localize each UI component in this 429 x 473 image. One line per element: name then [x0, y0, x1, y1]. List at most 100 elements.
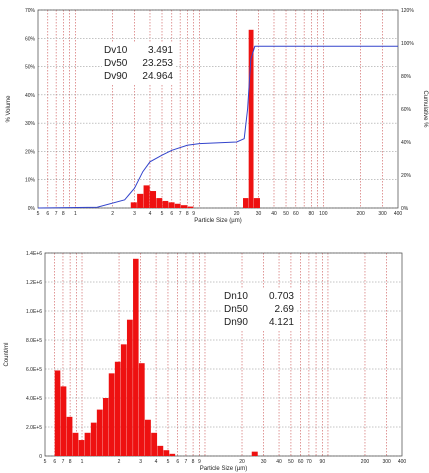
x-tick-label: 90	[320, 459, 326, 465]
x-tick-label: 20	[239, 459, 245, 465]
y-tick-label: 40%	[25, 93, 36, 99]
x-tick-label: 30	[256, 211, 262, 217]
bar	[66, 416, 73, 456]
bar	[253, 198, 260, 208]
bar	[180, 205, 188, 208]
x-axis-label: Particle Size (µm)	[200, 466, 247, 472]
stat-value: 4.121	[269, 317, 294, 328]
stat-label: Dv90	[104, 71, 128, 82]
y-tick-label: 1.2E+6	[26, 280, 42, 286]
x-tick-label: 6	[46, 211, 49, 217]
x-tick-label: 7	[179, 211, 182, 217]
y-tick-label: 70%	[25, 8, 36, 14]
x-tick-label: 3	[139, 459, 142, 465]
bar	[72, 432, 79, 456]
bar	[130, 202, 137, 208]
bar	[143, 185, 150, 208]
x-tick-label: 7	[62, 459, 65, 465]
bar	[251, 451, 258, 456]
plot-border	[44, 252, 403, 457]
y-tick-label: 20%	[25, 149, 36, 155]
x-tick-label: 1	[81, 459, 84, 465]
stat-label: Dv10	[104, 45, 128, 56]
x-tick-label: 4	[149, 211, 152, 217]
x-tick-label: 3	[133, 211, 136, 217]
x-tick-label: 7	[185, 459, 188, 465]
x-tick-label: 40	[271, 211, 277, 217]
bar	[84, 432, 91, 456]
x-tick-label: 200	[356, 211, 365, 217]
bar	[54, 370, 61, 456]
x-tick-label: 100	[319, 211, 328, 217]
bar	[96, 409, 103, 456]
x-tick-label: 8	[192, 459, 195, 465]
y2-tick-label: 20%	[401, 173, 412, 179]
y-tick-label: 1.4E+6	[26, 251, 42, 257]
bar	[163, 450, 170, 456]
y-tick-label: 2.0E+5	[26, 425, 42, 431]
bar	[133, 258, 139, 456]
bar	[137, 193, 144, 208]
bar	[243, 198, 249, 208]
bar	[90, 422, 97, 456]
bar	[156, 198, 163, 208]
x-tick-label: 2	[118, 459, 121, 465]
bar	[248, 29, 254, 208]
x-tick-label: 200	[361, 459, 370, 465]
x-tick-label: 60	[293, 211, 299, 217]
stat-value: 0.703	[269, 291, 294, 302]
x-tick-label: 5	[44, 459, 47, 465]
x-tick-label: 5	[161, 211, 164, 217]
volume-chart: 0% 10% 20% 30% 40% 50% 60% 70% 0% 20% 40% 60% 80% 100…	[6, 8, 428, 224]
x-tick-label: 30	[261, 459, 267, 465]
y-tick-label: 10%	[25, 178, 36, 184]
x-tick-label: 9	[192, 211, 195, 217]
x-axis-label: Particle Size (µm)	[194, 218, 241, 224]
bar	[126, 319, 133, 456]
stat-value: 23.253	[142, 58, 173, 69]
count-chart: 0 2.0E+5 4.0E+5 6.0E+5 8.0E+5 1.0E+6 1.2E+6 1.4…	[4, 251, 407, 472]
y2-tick-label: 100%	[401, 41, 414, 47]
bar	[120, 344, 127, 456]
stat-label: Dn10	[224, 291, 248, 302]
x-tick-label: 7	[55, 211, 58, 217]
y2-tick-label: 80%	[401, 74, 412, 80]
y-tick-label: 30%	[25, 121, 36, 127]
stat-label: Dv50	[104, 58, 128, 69]
bar	[138, 363, 145, 456]
cumulative-line	[37, 45, 398, 209]
y-tick-label: 0%	[28, 206, 36, 212]
stat-value: 24.964	[142, 71, 173, 82]
x-tick-label: 8	[62, 211, 65, 217]
x-tick-label: 50	[283, 211, 289, 217]
y2-tick-label: 40%	[401, 140, 412, 146]
y-tick-label: 4.0E+5	[26, 396, 42, 402]
y-axis-label: % Volume	[6, 95, 12, 123]
plot-area	[37, 9, 399, 209]
y-tick-label: 8.0E+5	[26, 338, 42, 344]
y-tick-label: 50%	[25, 65, 36, 71]
x-tick-label: 400	[398, 459, 407, 465]
x-tick-label: 300	[382, 459, 391, 465]
x-tick-label: 8	[186, 211, 189, 217]
stat-label: Dn90	[224, 317, 248, 328]
y-tick-label: 0	[39, 454, 42, 460]
bar	[149, 191, 157, 208]
x-tick-label: 5	[167, 459, 170, 465]
bar	[169, 453, 176, 456]
x-tick-label: 300	[378, 211, 387, 217]
bar	[168, 202, 175, 208]
x-tick-label: 6	[53, 459, 56, 465]
bar	[60, 386, 67, 456]
stats-box	[102, 42, 175, 84]
y-axis-label: Count/ml	[4, 342, 10, 366]
x-tick-label: 70	[306, 459, 312, 465]
stats-box	[222, 288, 296, 330]
bar	[114, 361, 121, 456]
y2-axis-label: Cumulative %	[422, 90, 428, 128]
y-tick-label: 6.0E+5	[26, 367, 42, 373]
x-tick-label: 6	[170, 211, 173, 217]
y-tick-label: 60%	[25, 36, 36, 42]
plot-border	[37, 9, 399, 209]
